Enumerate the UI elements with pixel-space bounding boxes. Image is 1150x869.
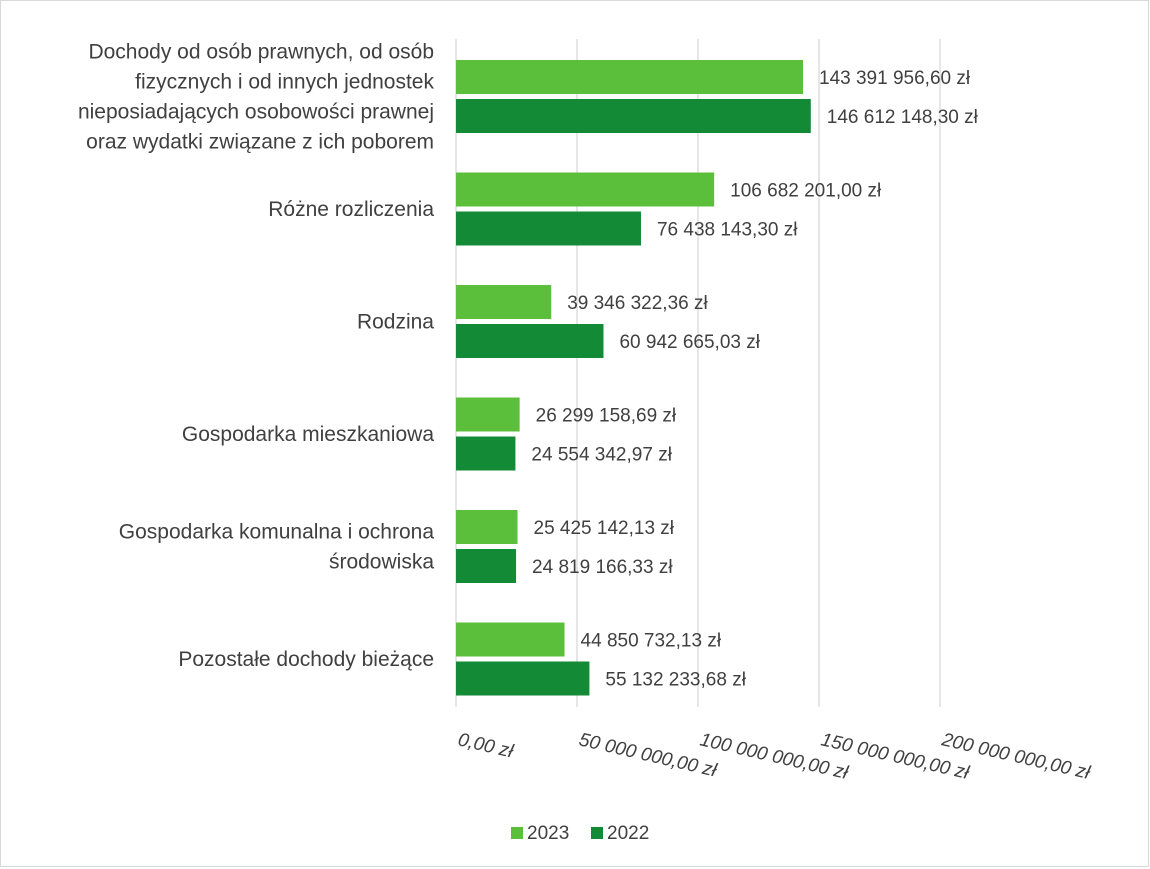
legend-swatch-2023 <box>511 827 523 839</box>
category-label-0: Dochody od osób prawnych, od osób fizyczn… <box>78 41 435 154</box>
bars <box>456 60 811 696</box>
data-label-2023-0: 143 391 956,60 zł <box>819 68 971 89</box>
bar-2022-0 <box>456 99 811 133</box>
category-label-2: Rodzina <box>357 311 434 334</box>
data-label-2023-2: 39 346 322,36 zł <box>567 293 708 314</box>
data-label-2022-1: 76 438 143,30 zł <box>657 220 798 241</box>
bar-2022-5 <box>456 661 590 696</box>
data-label-2022-5: 55 132 233,68 zł <box>605 670 746 691</box>
bar-2023-1 <box>456 172 715 207</box>
legend-label-2022: 2022 <box>607 823 649 844</box>
bar-2023-5 <box>456 622 565 657</box>
bar-2023-4 <box>456 510 518 544</box>
data-label-2022-0: 146 612 148,30 zł <box>827 107 979 128</box>
data-label-2023-5: 44 850 732,13 zł <box>581 631 722 652</box>
bar-2022-1 <box>456 211 641 246</box>
data-label-2023-3: 26 299 158,69 zł <box>536 406 677 427</box>
bar-2023-0 <box>456 60 804 94</box>
legend-label-2023: 2023 <box>527 823 569 844</box>
bar-2022-4 <box>456 549 517 583</box>
legend-swatch-2022 <box>591 827 603 839</box>
data-label-2023-4: 25 425 142,13 zł <box>534 518 675 539</box>
bar-2022-2 <box>456 324 604 358</box>
category-labels: Dochody od osób prawnych, od osób fizyczn… <box>78 41 435 672</box>
bar-2023-3 <box>456 397 520 432</box>
legend: 2023 2022 <box>511 823 649 844</box>
data-label-2023-1: 106 682 201,00 zł <box>730 181 882 202</box>
data-label-2022-3: 24 554 342,97 zł <box>531 445 672 466</box>
gridlines <box>455 39 941 707</box>
x-tick-label-1: 50 000 000,00 zł <box>577 729 719 781</box>
bar-2022-3 <box>456 436 516 471</box>
category-label-1: Różne rozliczenia <box>268 198 434 221</box>
category-label-4: Gospodarka komunalna i ochrona środowiska <box>119 521 435 574</box>
data-labels: 143 391 956,60 zł 146 612 148,30 zł 106 68… <box>531 68 978 691</box>
x-tick-label-0: 0,00 zł <box>456 729 516 762</box>
category-label-5: Pozostałe dochody bieżące <box>178 648 434 671</box>
data-label-2022-2: 60 942 665,03 zł <box>619 332 760 353</box>
bar-2023-2 <box>456 285 552 319</box>
data-label-2022-4: 24 819 166,33 zł <box>532 557 673 578</box>
category-label-3: Gospodarka mieszkaniowa <box>182 423 434 446</box>
